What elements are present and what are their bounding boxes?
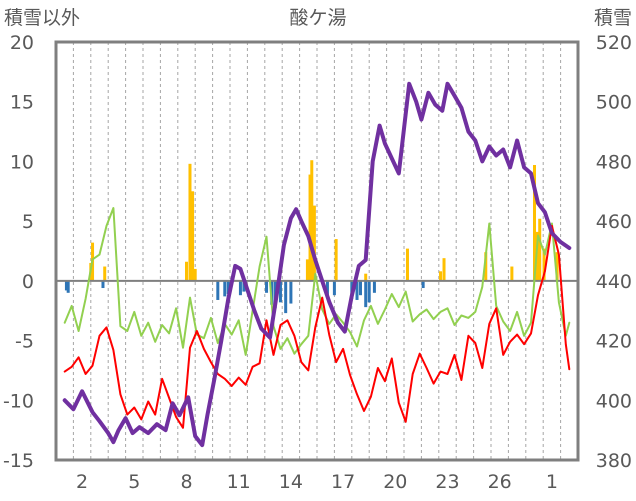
snowfall-bar — [188, 163, 192, 281]
x-tick-label: 17 — [331, 471, 355, 493]
left-tick-label: 20 — [10, 32, 34, 54]
rainfall-bar — [64, 280, 68, 291]
x-tick-label: 2 — [76, 471, 88, 493]
right-axis-ticks: 520 500 480 460 440 420 400 380 — [596, 32, 632, 472]
snowfall-bar — [405, 248, 409, 281]
left-tick-label: -5 — [15, 331, 34, 353]
x-tick-label: 23 — [435, 471, 459, 493]
rainfall-bar — [238, 280, 242, 296]
rainfall-bar — [355, 280, 359, 300]
snowfall-bar — [310, 160, 314, 281]
right-tick-label: 480 — [596, 151, 632, 173]
left-tick-label: -15 — [3, 450, 34, 472]
snowfall-bar — [442, 258, 446, 281]
snowfall-bar — [533, 165, 536, 281]
rainfall-bar — [226, 280, 230, 294]
x-tick-label: 5 — [128, 471, 140, 493]
snowfall-bar — [308, 174, 312, 281]
snowfall-bar — [103, 266, 107, 281]
precipitation-bars — [64, 160, 559, 314]
rainfall-bar — [284, 280, 288, 314]
snowfall-bar — [555, 252, 559, 281]
right-tick-label: 400 — [596, 390, 632, 412]
snowfall-bar — [305, 259, 309, 281]
rainfall-bar — [242, 280, 246, 292]
right-tick-label: 520 — [596, 32, 632, 54]
right-tick-label: 440 — [596, 271, 632, 293]
snowfall-bar — [484, 252, 488, 281]
x-tick-label: 8 — [180, 471, 192, 493]
snowfall-bar — [334, 239, 338, 281]
x-axis-ticks: 2 5 8 11 14 17 20 23 26 1 — [76, 471, 558, 493]
right-axis-label: 積雪 — [594, 7, 632, 29]
left-tick-label: 0 — [22, 271, 34, 293]
rainfall-bar — [325, 280, 329, 297]
left-tick-label: 10 — [10, 151, 34, 173]
left-tick-label: 5 — [22, 211, 34, 233]
temperature_max-line — [63, 207, 571, 356]
plot-frame — [54, 40, 580, 462]
rainfall-bar — [359, 280, 362, 296]
x-tick-label: 26 — [488, 471, 512, 493]
snowfall-bar — [439, 271, 443, 281]
rainfall-bar — [223, 280, 227, 297]
x-tick-label: 14 — [279, 471, 303, 493]
right-tick-label: 420 — [596, 331, 632, 353]
rainfall-bar — [367, 280, 371, 303]
left-tick-label: -10 — [3, 390, 34, 412]
snowfall-bar — [193, 268, 197, 281]
x-tick-label: 1 — [546, 471, 558, 493]
series-lines — [62, 81, 572, 448]
snow_depth-line — [62, 81, 572, 448]
snowfall-bar — [185, 261, 188, 281]
snowfall-bar — [542, 248, 546, 281]
left-tick-label: 15 — [10, 92, 34, 114]
rainfall-bar — [289, 280, 293, 304]
x-tick-label: 20 — [383, 471, 407, 493]
rainfall-bar — [216, 280, 220, 300]
chart-title: 酸ケ湯 — [289, 7, 346, 29]
rainfall-bar — [332, 280, 336, 296]
left-axis-ticks: 20 15 10 5 0 -5 -10 -15 — [3, 32, 34, 472]
snowfall-bar — [364, 273, 368, 281]
rainfall-bar — [66, 280, 70, 293]
snowfall-bar — [191, 191, 195, 281]
vertical-gridlines — [72, 42, 562, 460]
x-tick-label: 11 — [227, 471, 251, 493]
rainfall-bar — [364, 280, 368, 308]
snowfall-bar — [538, 218, 542, 281]
rainfall-bar — [372, 280, 376, 293]
snowfall-bar — [510, 266, 514, 281]
rainfall-bar — [421, 280, 425, 289]
rainfall-bar — [101, 280, 105, 289]
rainfall-bar — [278, 280, 282, 303]
rainfall-bar — [265, 280, 269, 293]
right-tick-label: 500 — [596, 92, 632, 114]
temperature_min-line — [63, 224, 571, 429]
right-tick-label: 460 — [596, 211, 632, 233]
right-tick-label: 380 — [596, 450, 632, 472]
left-axis-label: 積雪以外 — [4, 7, 80, 29]
snowfall-bar — [312, 205, 316, 281]
